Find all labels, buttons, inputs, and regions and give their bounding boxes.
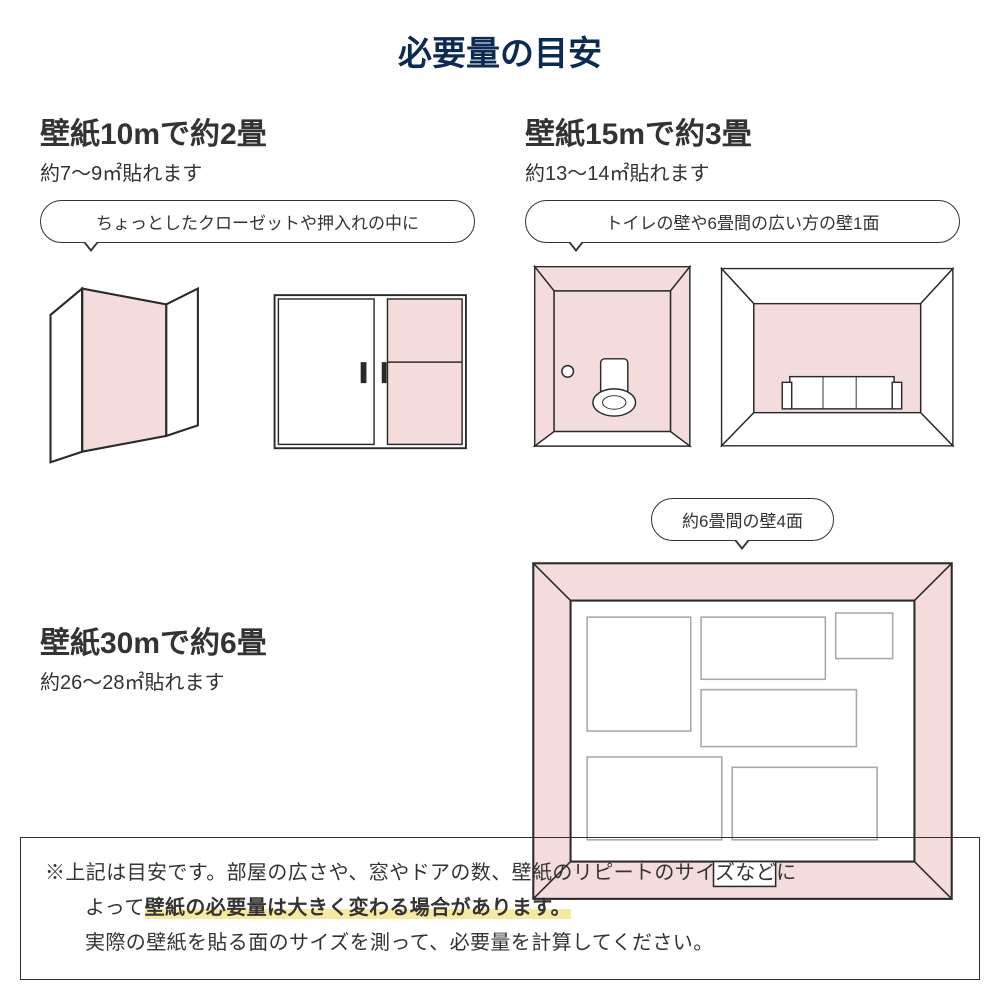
note-line2: よって壁紙の必要量は大きく変わる場合があります。 xyxy=(45,891,955,926)
sub-30m: 約26～28㎡貼れます xyxy=(40,666,475,695)
sub-15m: 約13～14㎡貼れます xyxy=(525,157,960,186)
note-box: ※上記は目安です。部屋の広さや、窓やドアの数、壁紙のリピートのサイズなどに よっ… xyxy=(20,837,980,980)
illus-row-10m xyxy=(40,257,475,468)
section-15m: 壁紙15mで約3畳 約13～14㎡貼れます トイレの壁や6畳間の広い方の壁1面 xyxy=(525,109,960,468)
room-one-wall-icon xyxy=(714,261,960,451)
note-line3: 実際の壁紙を貼る面のサイズを測って、必要量を計算してください。 xyxy=(45,926,955,961)
content-grid: 壁紙10mで約2畳 約7～9㎡貼れます ちょっとしたクローゼットや押入れの中に xyxy=(40,109,960,907)
bubble-10m: ちょっとしたクローゼットや押入れの中に xyxy=(40,200,475,243)
heading-15m: 壁紙15mで約3畳 xyxy=(525,109,960,153)
toilet-room-icon xyxy=(525,257,700,451)
closet-open-icon xyxy=(40,257,251,468)
bubble-30m: 約6畳間の壁4面 xyxy=(651,498,834,541)
heading-10m: 壁紙10mで約2畳 xyxy=(40,109,475,153)
heading-30m: 壁紙30mで約6畳 xyxy=(40,618,475,662)
sub-10m: 約7～9㎡貼れます xyxy=(40,157,475,186)
closet-sliding-icon xyxy=(265,276,476,467)
bubble-15m: トイレの壁や6畳間の広い方の壁1面 xyxy=(525,200,960,243)
illus-row-15m xyxy=(525,257,960,451)
page-title: 必要量の目安 xyxy=(40,26,960,75)
note-line2-indent: よって xyxy=(85,897,145,919)
note-highlight: 壁紙の必要量は大きく変わる場合があります。 xyxy=(145,897,571,919)
note-line1: ※上記は目安です。部屋の広さや、窓やドアの数、壁紙のリピートのサイズなどに xyxy=(45,862,797,884)
section-10m: 壁紙10mで約2畳 約7～9㎡貼れます ちょっとしたクローゼットや押入れの中に xyxy=(40,109,475,468)
